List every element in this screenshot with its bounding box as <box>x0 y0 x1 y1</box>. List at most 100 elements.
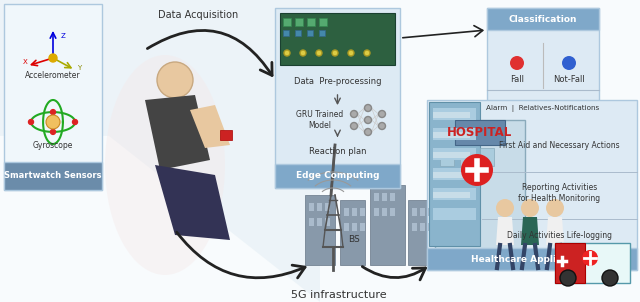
Bar <box>428 223 433 231</box>
Circle shape <box>510 56 524 70</box>
Polygon shape <box>496 217 514 245</box>
Text: Healthcare Applications: Healthcare Applications <box>471 255 593 264</box>
Bar <box>280 13 395 65</box>
Text: First Aid and Necessary Actions: First Aid and Necessary Actions <box>499 142 620 150</box>
Circle shape <box>560 270 576 286</box>
Bar <box>433 152 470 158</box>
Bar <box>555 243 585 283</box>
Bar <box>283 18 291 26</box>
Bar <box>360 208 365 216</box>
Polygon shape <box>546 217 564 245</box>
Bar <box>352 208 357 216</box>
Circle shape <box>351 123 358 130</box>
Text: 5G infrastructure: 5G infrastructure <box>291 290 387 300</box>
Bar <box>433 188 476 200</box>
Bar <box>433 108 476 120</box>
Text: Daily Activities Life-logging: Daily Activities Life-logging <box>507 232 612 240</box>
Bar <box>433 112 470 118</box>
Bar <box>275 8 400 188</box>
Circle shape <box>351 111 358 117</box>
Text: Data Acquisition: Data Acquisition <box>158 10 239 20</box>
Circle shape <box>378 111 385 117</box>
Circle shape <box>72 120 77 124</box>
Bar <box>412 208 417 216</box>
Bar <box>295 30 301 36</box>
Bar <box>440 148 454 166</box>
Polygon shape <box>190 105 230 148</box>
Bar <box>352 223 357 231</box>
Circle shape <box>157 62 193 98</box>
FancyArrowPatch shape <box>403 26 483 38</box>
Bar <box>317 218 322 226</box>
Bar <box>390 208 395 216</box>
Bar <box>4 4 102 190</box>
Bar <box>370 185 405 265</box>
Text: GRU Trained
Model: GRU Trained Model <box>296 110 343 130</box>
Bar <box>433 192 470 198</box>
Circle shape <box>546 199 564 217</box>
Bar <box>433 208 476 220</box>
Bar <box>344 208 349 216</box>
Text: Z: Z <box>61 33 65 39</box>
Text: Edge Computing: Edge Computing <box>296 172 380 181</box>
Text: Not-Fall: Not-Fall <box>553 75 585 83</box>
FancyArrowPatch shape <box>147 31 272 76</box>
Text: Gyroscope: Gyroscope <box>33 142 73 150</box>
Bar <box>455 120 505 145</box>
FancyArrowPatch shape <box>177 232 305 278</box>
Circle shape <box>602 270 618 286</box>
Bar <box>283 30 289 36</box>
Bar <box>433 148 476 160</box>
Bar <box>420 223 425 231</box>
Circle shape <box>364 50 370 56</box>
Bar <box>325 218 330 226</box>
Bar <box>487 8 599 131</box>
Circle shape <box>365 117 371 124</box>
Text: Alarm  |  Relatives-Notifications: Alarm | Relatives-Notifications <box>486 104 600 111</box>
Circle shape <box>332 50 338 56</box>
Bar <box>374 208 379 216</box>
Circle shape <box>51 129 56 134</box>
Circle shape <box>51 110 56 114</box>
Bar <box>344 223 349 231</box>
Bar <box>435 120 525 250</box>
Bar <box>317 203 322 211</box>
Circle shape <box>300 50 306 56</box>
Bar <box>480 148 494 166</box>
Circle shape <box>562 56 576 70</box>
Bar <box>307 30 313 36</box>
Circle shape <box>365 104 371 111</box>
Bar <box>429 102 480 246</box>
Text: Accelerometer: Accelerometer <box>25 72 81 81</box>
Bar <box>275 164 400 188</box>
Bar <box>428 208 433 216</box>
Polygon shape <box>0 0 320 302</box>
Bar <box>360 223 365 231</box>
Text: Y: Y <box>77 65 81 71</box>
Circle shape <box>365 128 371 136</box>
Bar <box>433 132 470 138</box>
Bar <box>433 168 476 180</box>
Bar <box>340 200 365 265</box>
Circle shape <box>521 199 539 217</box>
Bar <box>374 193 379 201</box>
Bar <box>420 208 425 216</box>
Text: Data  Pre-processing: Data Pre-processing <box>294 78 381 86</box>
Bar <box>307 18 315 26</box>
Bar <box>319 30 325 36</box>
Circle shape <box>29 120 33 124</box>
Bar <box>4 162 102 190</box>
Text: HOSPITAL: HOSPITAL <box>447 126 513 139</box>
Bar <box>309 218 314 226</box>
Bar <box>427 100 637 270</box>
Bar <box>382 208 387 216</box>
Text: Reporting Activities
for Health Monitoring: Reporting Activities for Health Monitori… <box>518 183 600 203</box>
Bar <box>382 193 387 201</box>
Text: Fall: Fall <box>510 75 524 83</box>
Circle shape <box>284 50 290 56</box>
Bar <box>555 243 630 283</box>
Text: Smartwatch Sensors: Smartwatch Sensors <box>4 172 102 181</box>
Bar <box>325 203 330 211</box>
Text: BS: BS <box>348 236 360 245</box>
Bar <box>309 203 314 211</box>
